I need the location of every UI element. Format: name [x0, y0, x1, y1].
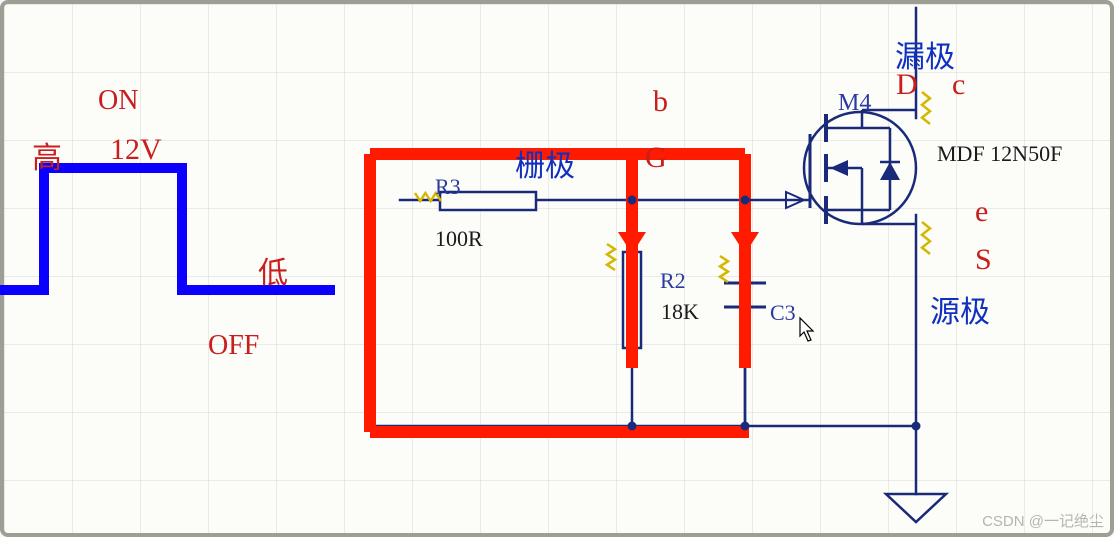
- label-terminal-e: e: [975, 195, 988, 229]
- label-low: 低: [258, 248, 288, 292]
- label-terminal-G: G: [645, 141, 667, 175]
- designator-c3: C3: [770, 300, 796, 326]
- watermark-prefix: CSDN: [982, 513, 1029, 530]
- designator-m4: M4: [838, 90, 871, 117]
- schematic-svg: [0, 0, 1114, 537]
- designator-r2: R2: [660, 268, 686, 294]
- label-high: 高: [32, 133, 62, 177]
- watermark-author: @一记绝尘: [1029, 513, 1104, 530]
- designator-r3: R3: [435, 174, 461, 200]
- part-number-mosfet: MDF 12N50F: [937, 141, 1062, 167]
- value-r3: 100R: [435, 226, 483, 252]
- value-r2: 18K: [661, 299, 699, 325]
- label-terminal-b: b: [653, 85, 668, 119]
- label-drain-cn: 漏极: [895, 32, 955, 76]
- label-terminal-S: S: [975, 243, 992, 277]
- watermark: CSDN @一记绝尘: [982, 510, 1104, 531]
- label-12v: 12V: [110, 133, 162, 167]
- label-source-cn: 源极: [930, 287, 990, 331]
- label-on: ON: [98, 85, 138, 117]
- label-off: OFF: [208, 330, 259, 362]
- label-gate-cn: 栅极: [515, 141, 575, 185]
- diagram-canvas: ON 高 12V 低 OFF b G D c e S 漏极 栅极 源极 R3 1…: [0, 0, 1114, 537]
